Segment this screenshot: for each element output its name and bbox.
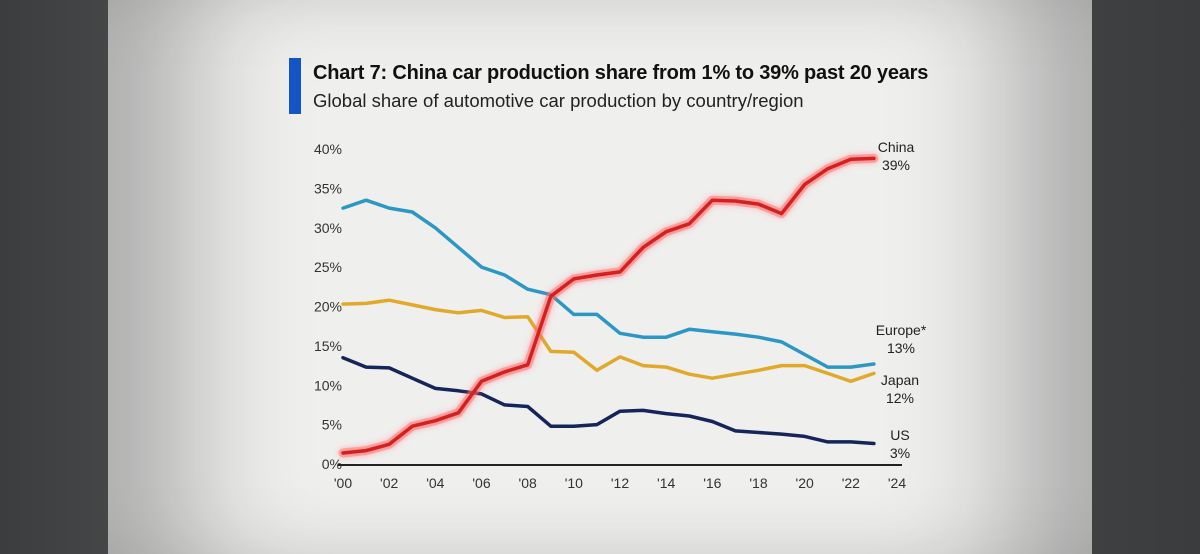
y-tick-label: 35% — [314, 180, 342, 196]
series-name-label: Europe* — [876, 322, 927, 338]
end-labels: China 39% Europe* 13% Japan 12% US 3% — [876, 139, 927, 461]
x-tick-label: '02 — [380, 475, 398, 491]
y-tick-label: 20% — [314, 299, 342, 315]
series-line-europe — [341, 198, 876, 369]
y-tick-label: 5% — [322, 417, 342, 433]
x-tick-label: '04 — [426, 475, 444, 491]
y-axis: 0% 5% 10% 15% 20% 25% 30% 35% 40% — [314, 141, 342, 472]
series-value-label: 13% — [887, 340, 915, 356]
chart-subtitle: Global share of automotive car productio… — [313, 90, 804, 111]
y-tick-label: 40% — [314, 141, 342, 157]
y-tick-label: 0% — [322, 456, 342, 472]
y-tick-label: 10% — [314, 377, 342, 393]
x-tick-label: '08 — [519, 475, 537, 491]
series-value-label: 12% — [886, 390, 914, 406]
x-tick-label: '24 — [888, 475, 906, 491]
x-tick-label: '20 — [796, 475, 814, 491]
x-tick-label: '12 — [611, 475, 629, 491]
x-tick-label: '10 — [565, 475, 583, 491]
x-tick-label: '06 — [472, 475, 490, 491]
x-tick-label: '18 — [749, 475, 767, 491]
x-tick-label: '00 — [334, 475, 352, 491]
title-accent-bar — [289, 58, 301, 114]
series-lines — [338, 153, 879, 458]
y-tick-label: 15% — [314, 338, 342, 354]
background-right — [1092, 0, 1200, 554]
series-name-label: US — [890, 427, 909, 443]
x-tick-label: '16 — [703, 475, 721, 491]
background-left — [0, 0, 108, 554]
chart-title: Chart 7: China car production share from… — [313, 62, 929, 84]
series-value-label: 39% — [882, 157, 910, 173]
series-name-label: Japan — [881, 372, 919, 388]
series-name-label: China — [878, 139, 915, 155]
series-line-us — [341, 355, 876, 446]
x-tick-label: '22 — [842, 475, 860, 491]
series-value-label: 3% — [890, 445, 910, 461]
y-tick-label: 30% — [314, 220, 342, 236]
series-line-china — [341, 156, 876, 455]
x-axis: '00 '02 '04 '06 '08 '10 '12 '14 '16 '18 '20 '22 '24 — [334, 475, 906, 491]
y-tick-label: 25% — [314, 259, 342, 275]
x-tick-label: '14 — [657, 475, 675, 491]
series-line-japan — [341, 298, 876, 384]
